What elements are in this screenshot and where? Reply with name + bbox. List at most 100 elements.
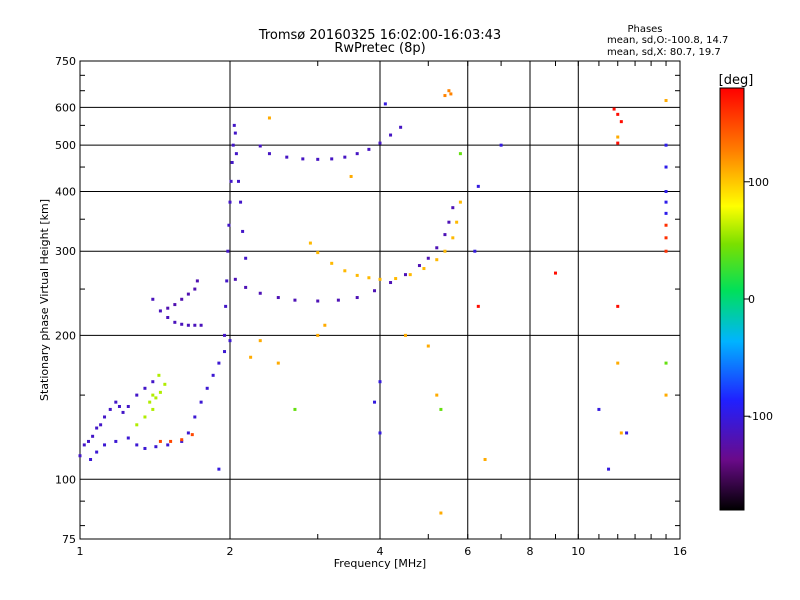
data-point bbox=[258, 339, 262, 343]
axis-ticks: 1 2 4 6 8 10 16 75 100 200 300 400 500 600 750 bbox=[55, 55, 687, 558]
data-point bbox=[616, 112, 620, 116]
y-tick-label: 400 bbox=[55, 185, 76, 198]
data-point bbox=[151, 297, 155, 301]
data-point bbox=[443, 233, 447, 237]
data-point bbox=[664, 165, 668, 169]
data-point bbox=[373, 400, 377, 404]
data-point bbox=[82, 443, 86, 447]
data-point bbox=[355, 273, 359, 277]
data-point bbox=[439, 511, 443, 515]
data-point bbox=[664, 223, 668, 227]
data-point bbox=[389, 281, 393, 285]
data-point bbox=[91, 434, 95, 438]
data-point bbox=[233, 131, 237, 135]
data-point bbox=[378, 141, 382, 145]
data-point bbox=[195, 279, 199, 283]
data-point bbox=[316, 157, 320, 161]
data-point bbox=[228, 200, 232, 204]
data-point bbox=[232, 123, 236, 127]
x-tick-label: 16 bbox=[673, 545, 687, 558]
chart-subtitle: RwPretec (8p) bbox=[334, 41, 425, 56]
data-point bbox=[417, 264, 421, 268]
data-point bbox=[451, 206, 455, 210]
data-point bbox=[378, 277, 382, 281]
data-point bbox=[499, 143, 503, 147]
data-point bbox=[143, 386, 147, 390]
data-point bbox=[443, 249, 447, 253]
data-point bbox=[193, 287, 197, 291]
data-point bbox=[330, 261, 334, 265]
data-point bbox=[422, 267, 426, 271]
data-point bbox=[154, 445, 158, 449]
grid-lines bbox=[80, 61, 680, 539]
data-point bbox=[173, 320, 177, 324]
data-point bbox=[78, 454, 82, 458]
phases-title: Phases bbox=[627, 24, 662, 35]
y-tick-label: 200 bbox=[55, 329, 76, 342]
data-point bbox=[330, 157, 334, 161]
data-point bbox=[394, 277, 398, 281]
data-point bbox=[180, 322, 184, 326]
data-point bbox=[95, 426, 99, 430]
data-point bbox=[151, 407, 155, 411]
data-point bbox=[664, 189, 668, 193]
data-point bbox=[408, 273, 412, 277]
data-point bbox=[228, 339, 232, 343]
data-point bbox=[230, 160, 234, 164]
data-point bbox=[458, 200, 462, 204]
y-tick-label: 300 bbox=[55, 245, 76, 258]
data-point bbox=[285, 155, 289, 159]
data-point bbox=[426, 256, 430, 260]
data-point bbox=[211, 373, 215, 377]
data-point bbox=[435, 258, 439, 262]
data-point bbox=[378, 380, 382, 384]
data-point bbox=[267, 152, 271, 156]
data-point bbox=[226, 249, 230, 253]
data-point bbox=[158, 439, 162, 443]
data-point bbox=[121, 410, 125, 414]
colorbar-label: [deg] bbox=[719, 73, 754, 88]
colorbar-tick-label: -100 bbox=[748, 410, 773, 423]
data-point bbox=[336, 298, 340, 302]
data-point bbox=[234, 152, 238, 156]
data-point bbox=[267, 116, 271, 120]
x-tick-label: 4 bbox=[377, 545, 384, 558]
data-point bbox=[258, 144, 262, 148]
data-point bbox=[276, 361, 280, 365]
data-point bbox=[316, 333, 320, 337]
colorbar-tick-label: 100 bbox=[748, 176, 769, 189]
data-point bbox=[612, 107, 616, 111]
data-point bbox=[451, 236, 455, 240]
y-axis-label: Stationary phase Virtual Height [km] bbox=[38, 199, 51, 401]
data-point bbox=[86, 439, 90, 443]
data-point bbox=[135, 393, 139, 397]
data-point bbox=[403, 333, 407, 337]
x-axis-label: Frequency [MHz] bbox=[334, 557, 426, 570]
data-point bbox=[343, 155, 347, 159]
data-point bbox=[403, 273, 407, 277]
data-point bbox=[458, 152, 462, 156]
data-point bbox=[193, 323, 197, 327]
data-point bbox=[166, 306, 170, 310]
data-point bbox=[114, 439, 118, 443]
data-point bbox=[443, 94, 447, 98]
colorbar-tick-label: 0 bbox=[748, 293, 755, 306]
data-point bbox=[231, 143, 235, 147]
data-point bbox=[135, 443, 139, 447]
data-point bbox=[301, 157, 305, 161]
data-point bbox=[103, 443, 107, 447]
data-point bbox=[483, 457, 487, 461]
data-point bbox=[383, 102, 387, 106]
data-point bbox=[157, 373, 161, 377]
data-point bbox=[241, 229, 245, 233]
data-point bbox=[664, 236, 668, 240]
data-point bbox=[426, 344, 430, 348]
data-point bbox=[293, 298, 297, 302]
data-point bbox=[619, 120, 623, 124]
colorbar bbox=[719, 87, 745, 511]
data-point bbox=[616, 135, 620, 139]
data-point bbox=[367, 147, 371, 151]
y-tick-label: 75 bbox=[62, 533, 76, 546]
data-point bbox=[126, 436, 130, 440]
